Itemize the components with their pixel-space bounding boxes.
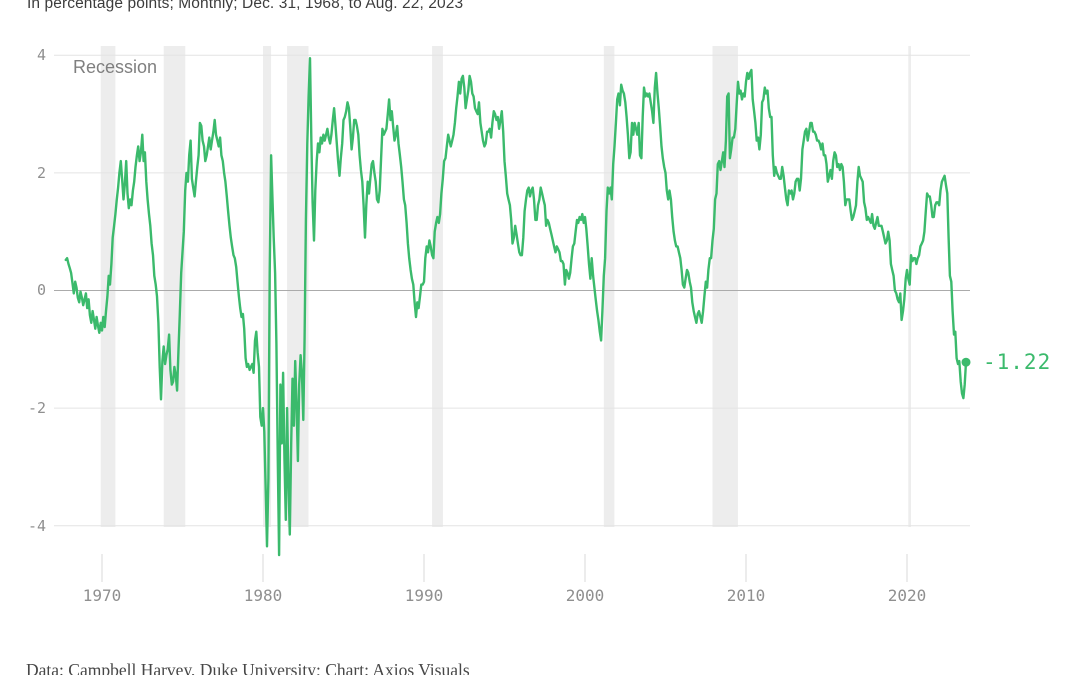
recession-band-label: Recession (73, 57, 158, 77)
end-point-marker (961, 357, 971, 367)
y-tick-neg2: -2 (27, 399, 46, 417)
x-tick-1970: 1970 (82, 586, 122, 605)
x-tick-2000: 2000 (565, 586, 605, 605)
y-tick-neg4: -4 (27, 517, 46, 535)
recession-band (908, 46, 911, 527)
y-tick-0: 0 (36, 281, 46, 299)
source-credit: Data: Campbell Harvey, Duke University; … (26, 660, 470, 675)
recession-band (603, 46, 615, 527)
x-tick-1990: 1990 (404, 586, 444, 605)
recession-band (263, 46, 272, 527)
recession-band (163, 46, 186, 527)
chart-subtitle: In percentage points; Monthly; Dec. 31, … (27, 0, 464, 12)
x-tick-1980: 1980 (243, 586, 283, 605)
end-value-label: -1.22 (983, 350, 1052, 374)
recession-band (432, 46, 443, 527)
y-tick-2: 2 (36, 164, 46, 182)
x-tick-2020: 2020 (887, 586, 927, 605)
x-tick-2010: 2010 (726, 586, 766, 605)
y-tick-4: 4 (36, 46, 46, 64)
recession-band (712, 46, 738, 527)
spread-line-series (64, 57, 968, 557)
